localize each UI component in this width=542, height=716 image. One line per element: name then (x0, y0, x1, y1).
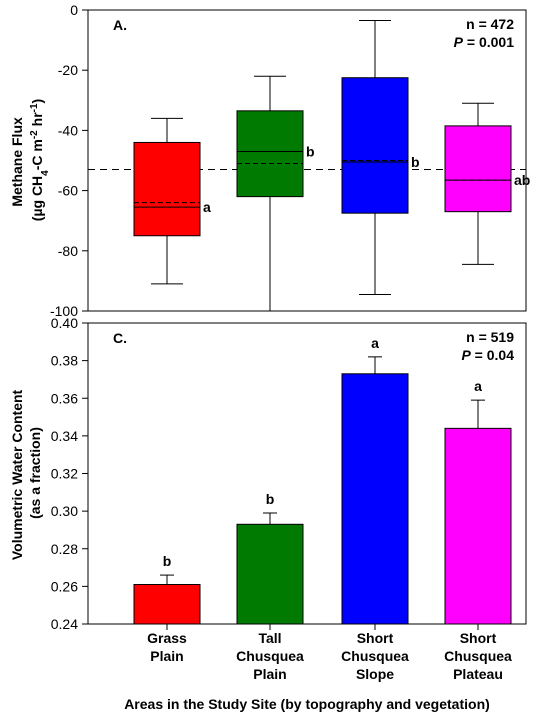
bar (444, 427, 512, 625)
x-category-label: Chusquea (341, 648, 409, 664)
x-category-label: Chusquea (444, 648, 512, 664)
panel-c-ylabel-line2: (as a fraction) (27, 427, 43, 519)
panel-c-y-axis: 0.24 0.26 0.28 0.30 0.32 0.34 0.36 0.38 0.40 (51, 315, 88, 632)
panel-c-n-label: n = 519 (466, 329, 514, 345)
ylabel-part: 4 (40, 170, 51, 176)
box-iqr (444, 125, 512, 213)
y-tick-label: 0 (70, 2, 78, 18)
panel-a-n-label: n = 472 (466, 16, 514, 32)
panel-a-ylabel-line2: (µg CH4-C m-2 hr-1) (29, 99, 51, 221)
panel-c-letter: C. (113, 330, 127, 346)
x-category-label: Plain (150, 648, 183, 664)
y-tick-label: 0.40 (51, 315, 78, 331)
y-tick-label: -60 (58, 183, 78, 199)
x-category-label: Tall (258, 630, 281, 646)
bar (133, 583, 201, 625)
bar-significance-letter: b (163, 553, 172, 569)
x-category-label: Slope (356, 666, 394, 682)
ylabel-part: -2 (29, 130, 40, 139)
y-tick-label: 0.32 (51, 466, 78, 482)
panel-a-p-rest: = 0.001 (463, 34, 514, 50)
panel-a-y-axis: 0 -20 -40 -60 -80 -100 (50, 2, 88, 319)
y-tick-label: 0.34 (51, 428, 78, 444)
y-tick-label: -100 (50, 303, 78, 319)
x-category-label: Plain (253, 666, 286, 682)
panel-a-p-italic: P (454, 34, 464, 50)
y-tick-label: -80 (58, 243, 78, 259)
panel-a-frame (87, 9, 527, 312)
x-category-label: Plateau (453, 666, 503, 682)
y-tick-label: 0.28 (51, 541, 78, 557)
y-tick-label: -40 (58, 122, 78, 138)
panel-a-ylabel: Methane Flux (µg CH4-C m-2 hr-1) (9, 99, 51, 221)
y-tick-label: 0.38 (51, 353, 78, 369)
bar-significance-letter: a (371, 335, 379, 351)
bar-significance-letter: a (474, 378, 482, 394)
box-significance-letter: ab (514, 172, 530, 188)
ylabel-part: -C m (29, 139, 45, 170)
water-content-bar-panel: 0.24 0.26 0.28 0.30 0.32 0.34 0.36 0.38 0.40 b b a… (9, 315, 527, 712)
x-axis-label: Areas in the Study Site (by topography a… (124, 696, 490, 712)
y-tick-label: -20 (58, 62, 78, 78)
y-tick-label: 0.30 (51, 503, 78, 519)
panel-a-letter: A. (113, 17, 127, 33)
ylabel-part: ) (29, 99, 45, 104)
panel-c-bars: b b a a (133, 335, 512, 625)
panel-a-ylabel-line1: Methane Flux (9, 117, 25, 207)
panel-a-p-label: P = 0.001 (454, 34, 515, 50)
x-category-label: Chusquea (236, 648, 304, 664)
box-iqr (236, 110, 304, 198)
x-category-label: Short (357, 630, 394, 646)
bar (341, 373, 409, 625)
y-tick-label: 0.24 (51, 616, 78, 632)
panel-c-p-rest: = 0.04 (471, 347, 514, 363)
box-iqr (133, 141, 201, 237)
x-axis-categories: Grass Plain Tall Chusquea Plain Short Chusquea… (147, 624, 512, 682)
panel-c-p-italic: P (461, 347, 471, 363)
box-iqr (341, 77, 409, 214)
x-category-label: Grass (147, 630, 187, 646)
bar (236, 523, 304, 625)
panel-c-ylabel-line1: Volumetric Water Content (9, 389, 25, 560)
ylabel-part: -1 (29, 103, 40, 112)
ylabel-part: hr (29, 112, 45, 130)
y-tick-label: 0.36 (51, 390, 78, 406)
box-significance-letter: b (411, 154, 420, 170)
x-category-label: Short (460, 630, 497, 646)
box-significance-letter: b (306, 143, 315, 159)
ylabel-part: (µg CH (29, 176, 45, 221)
box-significance-letter: a (203, 199, 211, 215)
bar-significance-letter: b (266, 491, 275, 507)
panel-c-ylabel: Volumetric Water Content (as a fraction) (9, 386, 43, 560)
panel-c-p-label: P = 0.04 (461, 347, 514, 363)
y-tick-label: 0.26 (51, 578, 78, 594)
